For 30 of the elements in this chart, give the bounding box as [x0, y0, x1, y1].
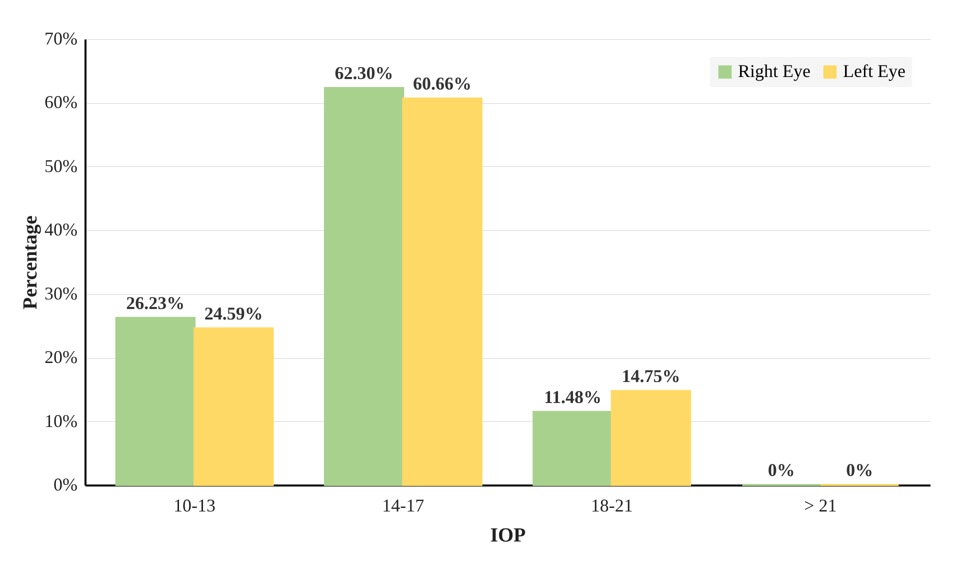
- data-label: 14.75%: [622, 366, 680, 386]
- data-label: 62.30%: [334, 63, 394, 84]
- y-tick-label: 70%: [44, 28, 78, 48]
- bar: [610, 390, 692, 486]
- y-tick-label: 20%: [44, 347, 78, 368]
- data-label: 24.59%: [204, 303, 263, 324]
- x-tick-label: 10-13: [174, 496, 216, 516]
- x-axis-title: IOP: [490, 524, 526, 546]
- y-axis-title: Percentage: [20, 215, 42, 310]
- x-tick-label: 14-17: [382, 496, 424, 516]
- y-tick-label: 10%: [44, 410, 78, 431]
- bar: [532, 410, 613, 486]
- legend-label: Left Eye: [843, 61, 906, 81]
- y-tick-label: 40%: [44, 220, 78, 240]
- x-tick-label: 18-21: [590, 496, 633, 516]
- legend-label: Right Eye: [738, 61, 811, 81]
- data-label: 60.66%: [413, 74, 472, 94]
- data-label: 11.48%: [544, 386, 602, 407]
- data-label: 0%: [768, 460, 795, 480]
- y-tick-label: 30%: [44, 283, 78, 304]
- bar: [194, 327, 274, 486]
- x-tick-label: > 21: [804, 496, 837, 516]
- y-tick-label: 50%: [44, 156, 78, 176]
- data-label: 0%: [846, 460, 874, 480]
- bar: [115, 316, 196, 486]
- bar: [402, 98, 482, 486]
- y-tick-label: 60%: [44, 92, 78, 112]
- bar: [324, 87, 404, 486]
- data-label: 26.23%: [126, 292, 185, 313]
- y-tick-label: 0%: [54, 474, 78, 494]
